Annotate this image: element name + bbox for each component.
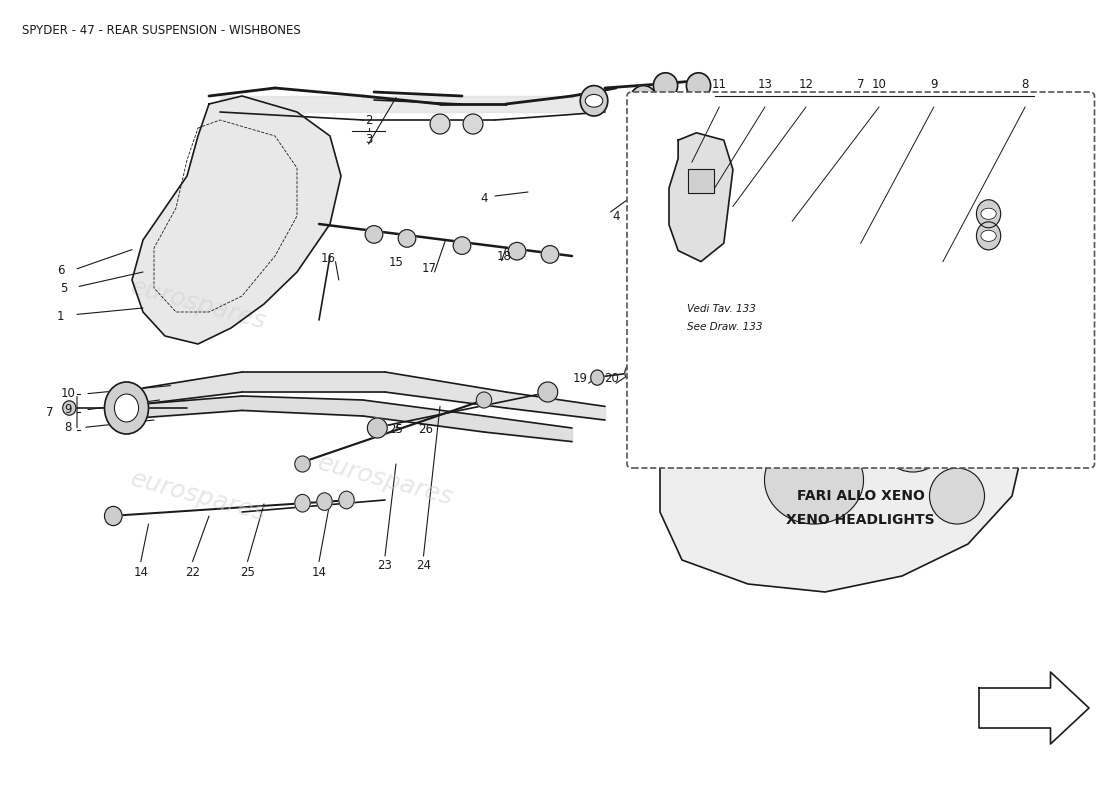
Text: 7: 7 bbox=[46, 406, 53, 418]
Text: 25: 25 bbox=[388, 423, 404, 436]
Circle shape bbox=[981, 208, 997, 219]
Text: 11: 11 bbox=[712, 78, 727, 91]
Text: 26: 26 bbox=[757, 368, 772, 381]
Ellipse shape bbox=[463, 114, 483, 134]
Text: 10: 10 bbox=[871, 78, 887, 91]
Polygon shape bbox=[669, 133, 733, 262]
Ellipse shape bbox=[541, 246, 559, 263]
Text: eurospares: eurospares bbox=[128, 274, 268, 334]
Text: 25: 25 bbox=[722, 368, 737, 381]
Ellipse shape bbox=[295, 494, 310, 512]
Ellipse shape bbox=[977, 222, 1001, 250]
Text: 14: 14 bbox=[133, 566, 148, 578]
Ellipse shape bbox=[114, 394, 139, 422]
Text: 6: 6 bbox=[57, 264, 64, 277]
Text: 14: 14 bbox=[311, 566, 327, 578]
Ellipse shape bbox=[977, 200, 1001, 228]
Polygon shape bbox=[660, 376, 1023, 592]
Text: 17: 17 bbox=[421, 262, 437, 274]
Ellipse shape bbox=[701, 386, 718, 406]
Text: 18: 18 bbox=[496, 250, 512, 262]
Ellipse shape bbox=[63, 401, 76, 415]
Ellipse shape bbox=[629, 86, 658, 116]
Text: 13: 13 bbox=[758, 78, 772, 91]
Text: 15: 15 bbox=[388, 256, 404, 269]
Text: 8: 8 bbox=[65, 421, 72, 434]
Text: 2: 2 bbox=[365, 114, 372, 126]
Circle shape bbox=[635, 94, 652, 107]
Ellipse shape bbox=[476, 392, 492, 408]
Text: 5: 5 bbox=[60, 282, 67, 294]
Ellipse shape bbox=[398, 230, 416, 247]
Ellipse shape bbox=[104, 506, 122, 526]
Text: 19: 19 bbox=[572, 372, 587, 385]
Ellipse shape bbox=[430, 114, 450, 134]
Ellipse shape bbox=[653, 73, 678, 98]
Ellipse shape bbox=[104, 382, 148, 434]
Polygon shape bbox=[979, 672, 1089, 744]
Ellipse shape bbox=[367, 418, 387, 438]
Text: 25: 25 bbox=[240, 566, 255, 578]
Text: 3: 3 bbox=[365, 133, 372, 146]
Text: 9: 9 bbox=[65, 403, 72, 416]
Ellipse shape bbox=[647, 362, 662, 379]
Text: 10: 10 bbox=[60, 387, 76, 400]
Ellipse shape bbox=[764, 436, 864, 524]
Bar bbox=[688, 169, 714, 193]
Text: 20: 20 bbox=[701, 368, 716, 381]
Ellipse shape bbox=[453, 237, 471, 254]
Ellipse shape bbox=[745, 378, 762, 398]
Text: Vedi Tav. 133: Vedi Tav. 133 bbox=[688, 305, 756, 314]
Ellipse shape bbox=[365, 226, 383, 243]
Text: 12: 12 bbox=[799, 78, 814, 91]
Text: 4: 4 bbox=[481, 192, 487, 205]
Ellipse shape bbox=[930, 468, 984, 524]
Text: XENO HEADLIGHTS: XENO HEADLIGHTS bbox=[786, 513, 935, 527]
Bar bbox=[688, 169, 714, 193]
Text: See Draw. 133: See Draw. 133 bbox=[688, 322, 762, 332]
Ellipse shape bbox=[581, 86, 607, 116]
Ellipse shape bbox=[317, 493, 332, 510]
Text: 22: 22 bbox=[185, 566, 200, 578]
Text: FARI ALLO XENO: FARI ALLO XENO bbox=[796, 489, 925, 503]
Ellipse shape bbox=[295, 456, 310, 472]
Ellipse shape bbox=[339, 491, 354, 509]
Circle shape bbox=[981, 230, 997, 242]
Circle shape bbox=[585, 94, 603, 107]
Text: eurospares: eurospares bbox=[315, 450, 455, 510]
Text: SPYDER - 47 - REAR SUSPENSION - WISHBONES: SPYDER - 47 - REAR SUSPENSION - WISHBONE… bbox=[22, 24, 300, 37]
Ellipse shape bbox=[538, 382, 558, 402]
Ellipse shape bbox=[508, 242, 526, 260]
Text: 23: 23 bbox=[377, 559, 393, 572]
Text: 20: 20 bbox=[604, 372, 619, 385]
Text: 24: 24 bbox=[416, 559, 431, 572]
Ellipse shape bbox=[666, 361, 681, 378]
FancyBboxPatch shape bbox=[627, 92, 1094, 468]
Text: eurospares: eurospares bbox=[722, 410, 862, 470]
Polygon shape bbox=[132, 96, 341, 344]
Text: 16: 16 bbox=[320, 252, 336, 265]
Text: 9: 9 bbox=[930, 78, 937, 91]
Text: 1: 1 bbox=[57, 310, 64, 322]
Ellipse shape bbox=[880, 408, 946, 472]
Ellipse shape bbox=[723, 382, 740, 402]
Ellipse shape bbox=[686, 73, 711, 98]
Text: eurospares: eurospares bbox=[128, 466, 268, 526]
Text: 26: 26 bbox=[418, 423, 433, 436]
Text: 21: 21 bbox=[784, 368, 800, 381]
Ellipse shape bbox=[657, 393, 670, 407]
Text: eurospares: eurospares bbox=[755, 210, 895, 270]
Ellipse shape bbox=[591, 370, 604, 386]
Ellipse shape bbox=[625, 364, 640, 382]
Text: 4: 4 bbox=[613, 210, 619, 222]
Text: 7: 7 bbox=[857, 78, 865, 91]
Text: 8: 8 bbox=[1022, 78, 1028, 91]
